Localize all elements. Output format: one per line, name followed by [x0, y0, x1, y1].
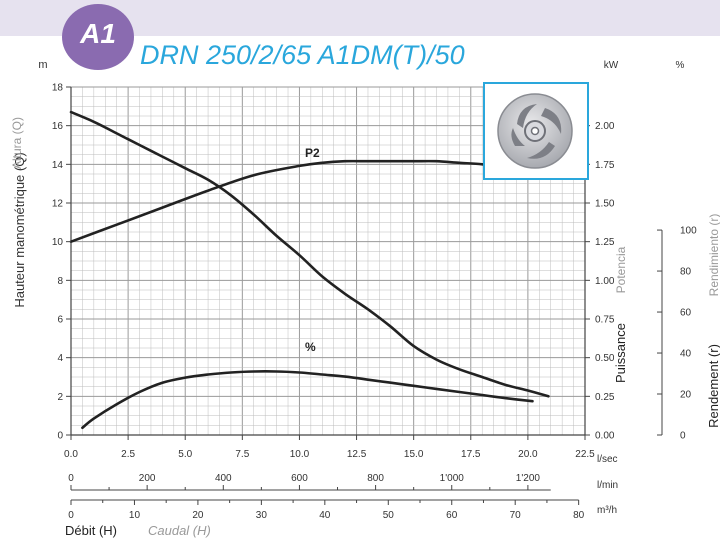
flow-ls-tick-label: 20.0 — [518, 449, 538, 460]
chart-curves — [69, 110, 550, 430]
flow-ls-tick-label: 22.5 — [575, 449, 595, 460]
efficiency-tick-label: 100 — [680, 226, 697, 237]
flow-m3h-tick-label: 30 — [256, 510, 268, 521]
series-badge-label: A1 — [80, 18, 116, 49]
efficiency-tick-label: 20 — [680, 390, 692, 401]
efficiency-tick-label: 0 — [680, 431, 686, 442]
chart-ticks: 0246810121416180.000.250.500.751.001.251… — [52, 83, 697, 522]
head-curve — [69, 110, 550, 398]
p2-curve-label: P2 — [305, 146, 320, 160]
head-tick-label: 2 — [57, 392, 63, 403]
flow-m3h-tick-label: 0 — [68, 510, 74, 521]
power-tick-label: 1.25 — [595, 237, 615, 248]
flow-lmin-tick-label: 0 — [68, 473, 74, 484]
flow-ls-tick-label: 15.0 — [404, 449, 424, 460]
power-tick-label: 0.25 — [595, 392, 615, 403]
impeller-image-frame — [483, 82, 589, 180]
flow-lmin-tick-label: 1'200 — [516, 473, 541, 484]
series-badge — [62, 4, 134, 70]
flow-m3h-tick-label: 50 — [383, 510, 395, 521]
head-tick-label: 6 — [57, 315, 63, 326]
flow-m3h-tick-label: 40 — [319, 510, 331, 521]
flow-ls-tick-label: 0.0 — [64, 449, 78, 460]
power-tick-label: 1.75 — [595, 160, 615, 171]
flow-ls-tick-label: 10.0 — [290, 449, 310, 460]
model-title: DRN 250/2/65 A1DM(T)/50 — [140, 40, 465, 70]
flow-m3h-tick-label: 60 — [446, 510, 458, 521]
x-axis-title: Débit (H) — [65, 523, 117, 538]
head-tick-label: 0 — [57, 431, 63, 442]
flow-m3h-tick-label: 80 — [573, 510, 585, 521]
head-tick-label: 16 — [52, 121, 64, 132]
x-axis-title-alt: Caudal (H) — [148, 523, 211, 538]
power-tick-label: 2.00 — [595, 121, 615, 132]
x-unit-m3h: m³/h — [597, 505, 617, 516]
flow-ls-tick-label: 12.5 — [347, 449, 367, 460]
flow-ls-tick-label: 5.0 — [178, 449, 192, 460]
power-tick-label: 1.50 — [595, 199, 615, 210]
flow-m3h-tick-label: 20 — [192, 510, 204, 521]
efficiency-tick-label: 40 — [680, 349, 692, 360]
head-tick-label: 14 — [52, 160, 64, 171]
head-tick-label: 18 — [52, 83, 64, 94]
head-tick-label: 4 — [57, 353, 63, 364]
flow-lmin-tick-label: 400 — [215, 473, 232, 484]
efficiency-curve-label: % — [305, 340, 316, 354]
power-tick-label: 1.00 — [595, 276, 615, 287]
efficiency-curve — [81, 370, 534, 430]
head-tick-label: 8 — [57, 276, 63, 287]
flow-lmin-tick-label: 800 — [367, 473, 384, 484]
efficiency-axis-title-alt: Rendimiento (r) — [707, 214, 720, 297]
power-unit-label: kW — [604, 60, 619, 71]
flow-ls-tick-label: 7.5 — [235, 449, 249, 460]
head-unit-label: m — [38, 59, 47, 71]
efficiency-unit-label: % — [676, 60, 685, 71]
head-tick-label: 10 — [52, 237, 64, 248]
flow-lmin-tick-label: 200 — [139, 473, 156, 484]
power-axis-title-alt: Potencia — [614, 246, 628, 293]
power-tick-label: 0.00 — [595, 431, 615, 442]
power-axis-title: Puissance — [613, 323, 628, 383]
flow-lmin-tick-label: 1'000 — [440, 473, 465, 484]
flow-lmin-tick-label: 600 — [291, 473, 308, 484]
impeller-icon — [497, 93, 573, 169]
efficiency-axis-title: Rendement (r) — [706, 344, 720, 428]
flow-m3h-tick-label: 70 — [510, 510, 522, 521]
power-tick-label: 0.75 — [595, 315, 615, 326]
efficiency-tick-label: 60 — [680, 308, 692, 319]
flow-ls-tick-label: 17.5 — [461, 449, 481, 460]
flow-ls-tick-label: 2.5 — [121, 449, 135, 460]
p2-power-curve — [69, 159, 530, 243]
power-tick-label: 0.50 — [595, 353, 615, 364]
head-axis-title: Hauteur manométrique (Q) — [12, 152, 27, 307]
x-unit-lmin: l/min — [597, 480, 618, 491]
head-tick-label: 12 — [52, 199, 64, 210]
flow-m3h-tick-label: 10 — [129, 510, 141, 521]
head-axis-title-alt: Altura (Q) — [10, 117, 24, 169]
efficiency-tick-label: 80 — [680, 267, 692, 278]
x-unit-ls: l/sec — [597, 454, 618, 465]
